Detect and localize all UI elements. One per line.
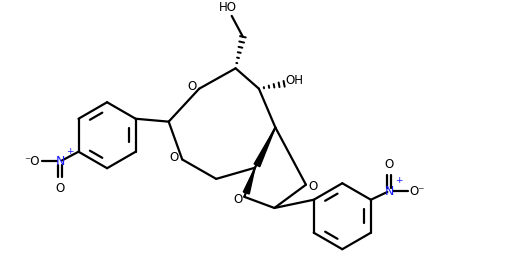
Text: ⁻O: ⁻O [24,155,40,168]
Text: HO: HO [218,1,236,14]
Text: +: + [66,146,73,156]
Text: OH: OH [285,74,303,87]
Text: O: O [233,193,242,206]
Text: O: O [169,150,179,164]
Text: O: O [384,158,393,171]
Text: O: O [55,182,65,195]
Text: N: N [384,185,393,198]
Text: N: N [55,155,65,168]
Text: O⁻: O⁻ [409,185,425,198]
Text: +: + [394,176,402,185]
Polygon shape [243,168,254,194]
Text: O: O [307,180,317,193]
Text: O: O [187,80,196,93]
Polygon shape [253,128,275,167]
